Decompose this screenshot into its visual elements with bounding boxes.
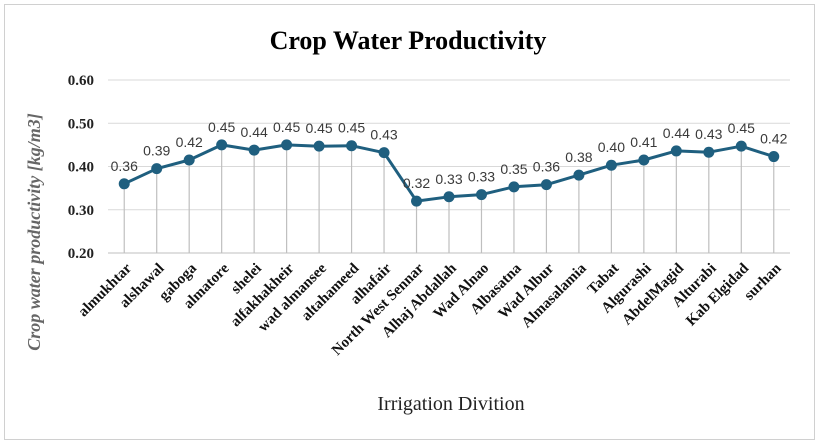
data-label: 0.36 xyxy=(111,158,138,174)
data-label: 0.43 xyxy=(370,127,397,143)
data-label: 0.45 xyxy=(305,120,332,136)
data-point xyxy=(411,195,423,207)
y-tick-label: 0.50 xyxy=(68,116,94,132)
data-label: 0.40 xyxy=(598,139,625,155)
data-point xyxy=(573,169,585,181)
data-label: 0.35 xyxy=(500,161,527,177)
data-point xyxy=(281,139,293,151)
y-tick-label: 0.60 xyxy=(68,73,94,89)
y-tick-labels: 0.20 0.30 0.40 0.50 0.60 xyxy=(68,73,94,262)
data-label: 0.41 xyxy=(630,134,657,150)
data-label: 0.45 xyxy=(728,120,755,136)
x-axis-label: Irrigation Divition xyxy=(377,393,524,415)
data-label: 0.33 xyxy=(468,169,495,185)
data-label: 0.44 xyxy=(663,125,690,141)
y-tick-label: 0.30 xyxy=(68,203,94,219)
data-point xyxy=(638,154,650,166)
data-label: 0.36 xyxy=(533,159,560,175)
data-point xyxy=(475,189,487,201)
data-label: 0.42 xyxy=(760,131,787,147)
data-points xyxy=(118,139,780,207)
data-label: 0.44 xyxy=(241,124,268,140)
chart-frame xyxy=(4,4,815,440)
data-point xyxy=(248,144,260,156)
x-tick-label: surhan xyxy=(741,260,785,304)
drop-lines xyxy=(123,144,775,253)
y-axis-label: Crop water productivity [kg/m3] xyxy=(24,113,44,351)
data-label: 0.45 xyxy=(338,120,365,136)
data-label: 0.33 xyxy=(435,171,462,187)
x-tick-labels: almukhtaralshawalgabogaalmatoresheleialf… xyxy=(75,260,785,359)
data-label: 0.42 xyxy=(176,134,203,150)
data-point xyxy=(768,151,780,163)
data-point xyxy=(313,140,325,152)
data-labels: 0.36 0.39 0.42 0.45 0.44 0.45 0.45 0.45 0.43 0.32… xyxy=(111,119,788,191)
data-point xyxy=(216,139,228,151)
data-point xyxy=(118,178,130,190)
data-label: 0.45 xyxy=(273,119,300,135)
data-point xyxy=(346,140,358,152)
y-tick-label: 0.40 xyxy=(68,160,94,176)
data-point xyxy=(703,146,715,158)
data-label: 0.32 xyxy=(403,175,430,191)
data-point xyxy=(670,145,682,157)
data-point xyxy=(735,140,747,152)
data-label: 0.43 xyxy=(695,126,722,142)
data-point xyxy=(151,163,163,175)
chart-title: Crop Water Productivity xyxy=(270,26,547,55)
data-point xyxy=(443,191,455,203)
data-point xyxy=(183,154,195,166)
data-point xyxy=(605,159,617,171)
data-point xyxy=(378,147,390,159)
y-tick-label: 0.20 xyxy=(68,246,94,262)
data-label: 0.39 xyxy=(143,143,170,159)
data-point xyxy=(508,181,520,193)
data-point xyxy=(540,179,552,191)
data-label: 0.45 xyxy=(208,119,235,135)
data-label: 0.38 xyxy=(565,149,592,165)
